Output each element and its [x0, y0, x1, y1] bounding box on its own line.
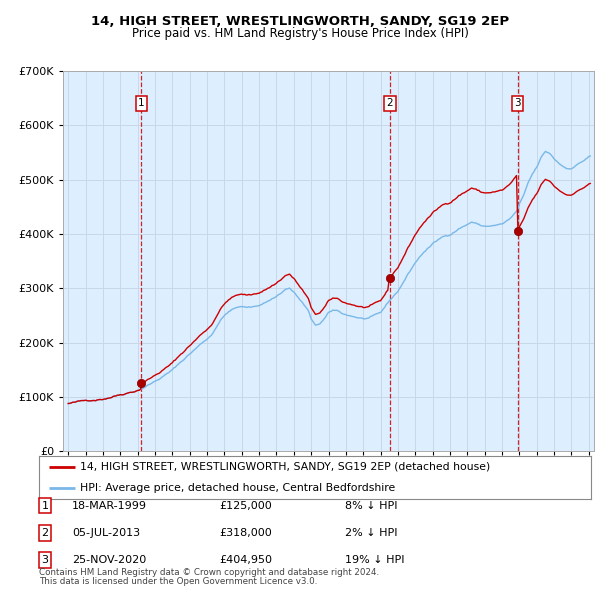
Text: 14, HIGH STREET, WRESTLINGWORTH, SANDY, SG19 2EP: 14, HIGH STREET, WRESTLINGWORTH, SANDY, … — [91, 15, 509, 28]
Text: 1: 1 — [41, 501, 49, 510]
Text: £125,000: £125,000 — [219, 501, 272, 510]
Text: 18-MAR-1999: 18-MAR-1999 — [72, 501, 147, 510]
Text: 3: 3 — [514, 99, 521, 109]
Text: 14, HIGH STREET, WRESTLINGWORTH, SANDY, SG19 2EP (detached house): 14, HIGH STREET, WRESTLINGWORTH, SANDY, … — [80, 462, 491, 471]
Text: 19% ↓ HPI: 19% ↓ HPI — [345, 555, 404, 565]
Text: HPI: Average price, detached house, Central Bedfordshire: HPI: Average price, detached house, Cent… — [80, 483, 395, 493]
Text: 2: 2 — [386, 99, 393, 109]
Text: 1: 1 — [138, 99, 145, 109]
Text: £318,000: £318,000 — [219, 528, 272, 537]
Text: 2% ↓ HPI: 2% ↓ HPI — [345, 528, 398, 537]
Text: 25-NOV-2020: 25-NOV-2020 — [72, 555, 146, 565]
Text: 05-JUL-2013: 05-JUL-2013 — [72, 528, 140, 537]
Text: Contains HM Land Registry data © Crown copyright and database right 2024.: Contains HM Land Registry data © Crown c… — [39, 568, 379, 577]
Text: 8% ↓ HPI: 8% ↓ HPI — [345, 501, 398, 510]
Text: 3: 3 — [41, 555, 49, 565]
Text: £404,950: £404,950 — [219, 555, 272, 565]
Text: This data is licensed under the Open Government Licence v3.0.: This data is licensed under the Open Gov… — [39, 578, 317, 586]
Text: Price paid vs. HM Land Registry's House Price Index (HPI): Price paid vs. HM Land Registry's House … — [131, 27, 469, 40]
Text: 2: 2 — [41, 528, 49, 537]
